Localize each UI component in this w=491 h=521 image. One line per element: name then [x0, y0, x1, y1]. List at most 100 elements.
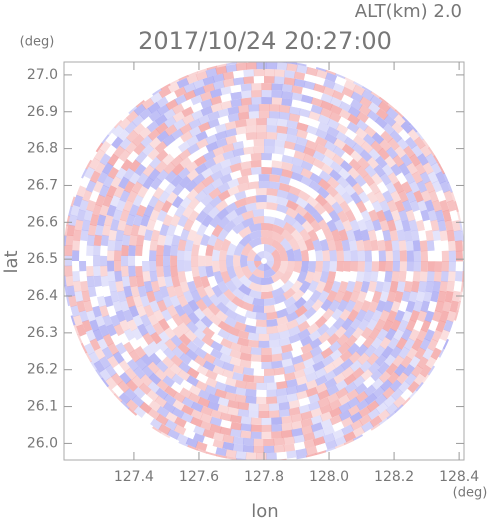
radar-cell	[355, 309, 367, 322]
radar-cell	[189, 126, 202, 138]
radar-cell	[455, 240, 463, 252]
radar-cell	[113, 157, 125, 171]
radar-cell	[216, 63, 228, 68]
radar-cell	[379, 200, 390, 213]
radar-cell	[230, 421, 242, 431]
radar-cell	[285, 311, 299, 323]
radar-cell	[332, 90, 345, 101]
radar-cell	[329, 169, 342, 182]
radar-cell	[65, 265, 73, 277]
radar-cell	[290, 340, 303, 351]
radar-cell	[115, 199, 126, 212]
radar-cell	[107, 126, 116, 137]
radar-cell	[89, 319, 100, 332]
radar-cell	[93, 275, 102, 287]
radar-cell	[317, 121, 330, 133]
radar-cell	[240, 97, 252, 106]
radar-cell	[320, 347, 334, 359]
radar-cell	[113, 323, 125, 337]
radar-cell	[318, 219, 330, 232]
radar-cell	[141, 97, 155, 110]
radar-cell	[278, 408, 291, 418]
radar-cell	[435, 189, 447, 203]
radar-cell	[334, 435, 347, 447]
radar-cell	[237, 104, 250, 114]
radar-cell	[83, 300, 93, 313]
radar-cell	[425, 356, 437, 369]
radar-cell	[149, 418, 163, 430]
radar-cell	[237, 329, 250, 340]
radar-cell	[240, 167, 252, 177]
radar-cell	[271, 97, 283, 105]
radar-cell	[435, 338, 447, 351]
radar-cell	[258, 410, 270, 418]
radar-cell	[290, 171, 304, 182]
radar-cell	[194, 347, 208, 359]
radar-cell	[327, 176, 340, 189]
radar-cell	[334, 290, 345, 304]
radar-cell	[232, 436, 245, 445]
radar-cell	[200, 342, 214, 355]
radar-cell	[350, 317, 362, 331]
radar-cell	[398, 346, 410, 360]
radar-cell	[128, 265, 136, 277]
radar-cell	[293, 248, 302, 262]
radar-cell	[181, 396, 195, 408]
radar-cell	[258, 174, 270, 182]
radar-cell	[278, 337, 291, 347]
radar-cell	[185, 437, 199, 448]
radar-cell	[329, 104, 343, 116]
radar-cell	[417, 199, 428, 213]
radar-cell	[229, 155, 242, 166]
radar-cell	[306, 66, 318, 77]
radar-cell	[123, 341, 135, 354]
radar-cell	[300, 160, 314, 172]
radar-cell	[279, 104, 291, 114]
radar-cell	[370, 336, 383, 350]
radar-cell	[387, 371, 400, 385]
radar-cell	[308, 118, 321, 129]
radar-cell	[386, 310, 398, 323]
radar-cell	[334, 73, 346, 79]
radar-cell	[148, 352, 162, 366]
radar-cell	[170, 174, 183, 188]
radar-cell	[125, 379, 139, 392]
radar-cell	[273, 217, 287, 229]
radar-cell	[148, 250, 157, 261]
radar-cell	[240, 90, 252, 99]
radar-cell	[160, 431, 171, 439]
radar-cell	[253, 68, 265, 77]
radar-cell	[309, 289, 322, 303]
radar-cell	[153, 309, 165, 322]
radar-cell	[225, 64, 238, 73]
radar-cell	[283, 436, 295, 445]
radar-cell	[88, 157, 100, 171]
radar-cell	[315, 280, 327, 294]
radar-cell	[220, 86, 232, 96]
radar-cell	[86, 245, 94, 256]
radar-cell	[367, 229, 378, 242]
radar-cell	[346, 121, 360, 134]
radar-cell	[397, 190, 409, 203]
radar-cell	[74, 290, 84, 303]
radar-cell	[385, 363, 398, 376]
radar-cell	[220, 337, 233, 349]
radar-cell	[418, 230, 427, 242]
radar-cell	[190, 255, 199, 267]
radar-cell	[315, 450, 327, 456]
radar-cell	[170, 381, 184, 394]
radar-cell	[271, 90, 283, 98]
y-tick-label: 26.8	[27, 141, 58, 157]
radar-cell	[239, 345, 252, 354]
radar-cell	[364, 164, 377, 178]
radar-cell	[337, 342, 351, 355]
radar-cell	[230, 233, 243, 247]
radar-cell	[144, 186, 157, 199]
radar-cell	[281, 415, 293, 424]
radar-cell	[357, 261, 365, 272]
radar-cell	[427, 300, 438, 313]
radar-cell	[391, 388, 404, 401]
radar-cell	[411, 171, 423, 184]
radar-cell	[360, 368, 374, 382]
radar-cell	[79, 270, 88, 282]
